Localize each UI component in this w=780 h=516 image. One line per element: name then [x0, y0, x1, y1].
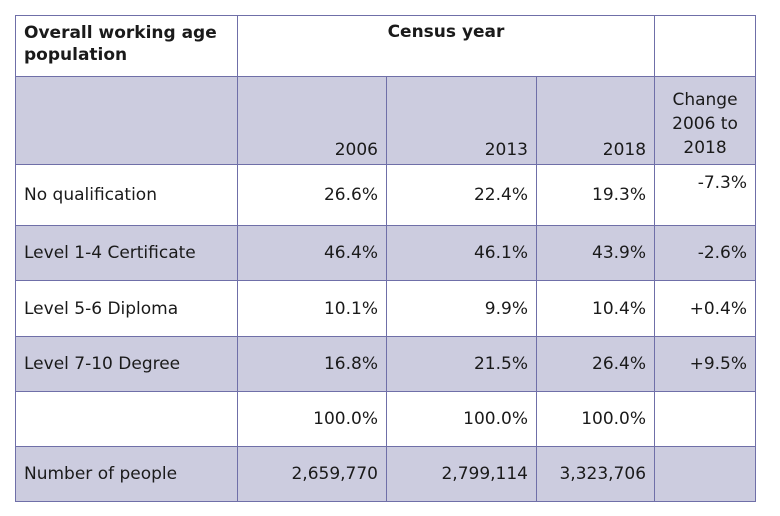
cell-value: 2,799,114 [386, 446, 537, 502]
empty-header-cell [654, 15, 757, 77]
row-label [15, 391, 238, 447]
change-value: -2.6% [654, 225, 757, 281]
cell-value: 21.5% [386, 336, 537, 392]
empty-label-header [15, 76, 238, 165]
table-row: Level 7-10 Degree 16.8% 21.5% 26.4% +9.5… [15, 336, 757, 392]
cell-value: 10.4% [535, 280, 656, 337]
table-row: No qualification 26.6% 22.4% 19.3% -7.3% [15, 164, 757, 226]
cell-value: 2,659,770 [237, 446, 387, 502]
header-row-1: Overall working age population Census ye… [15, 15, 757, 77]
cell-value: 100.0% [535, 391, 656, 447]
cell-value: 16.8% [237, 336, 387, 392]
header-row-2: 2006 2013 2018 Change 2006 to 2018 [15, 76, 757, 165]
row-label: Level 7-10 Degree [15, 336, 238, 392]
table-row-total: 100.0% 100.0% 100.0% [15, 391, 757, 447]
change-value: +9.5% [654, 336, 757, 392]
cell-value: 26.6% [237, 164, 387, 226]
table-row: Level 1-4 Certificate 46.4% 46.1% 43.9% … [15, 225, 757, 281]
cell-value: 10.1% [237, 280, 387, 337]
change-value: -7.3% [654, 164, 757, 226]
change-header: Change 2006 to 2018 [654, 76, 757, 165]
row-label: No qualification [15, 164, 238, 226]
table-title: Overall working age population [15, 15, 238, 77]
cell-value: 100.0% [386, 391, 537, 447]
qualifications-table: Overall working age population Census ye… [15, 15, 757, 502]
cell-value: 3,323,706 [535, 446, 656, 502]
cell-value: 26.4% [535, 336, 656, 392]
row-label: Level 1-4 Certificate [15, 225, 238, 281]
row-label: Number of people [15, 446, 238, 502]
cell-value: 22.4% [386, 164, 537, 226]
cell-value: 100.0% [237, 391, 387, 447]
change-value: +0.4% [654, 280, 757, 337]
cell-value: 19.3% [535, 164, 656, 226]
table-row: Level 5-6 Diploma 10.1% 9.9% 10.4% +0.4% [15, 280, 757, 337]
year-header-2013: 2013 [386, 76, 537, 165]
table-row-people: Number of people 2,659,770 2,799,114 3,3… [15, 446, 757, 502]
census-year-header: Census year [236, 15, 656, 77]
cell-value: 46.1% [386, 225, 537, 281]
year-header-2018: 2018 [535, 76, 656, 165]
cell-value: 9.9% [386, 280, 537, 337]
change-value [654, 391, 757, 447]
cell-value: 46.4% [237, 225, 387, 281]
year-header-2006: 2006 [237, 76, 387, 165]
row-label: Level 5-6 Diploma [15, 280, 238, 337]
change-value [654, 446, 757, 502]
cell-value: 43.9% [535, 225, 656, 281]
